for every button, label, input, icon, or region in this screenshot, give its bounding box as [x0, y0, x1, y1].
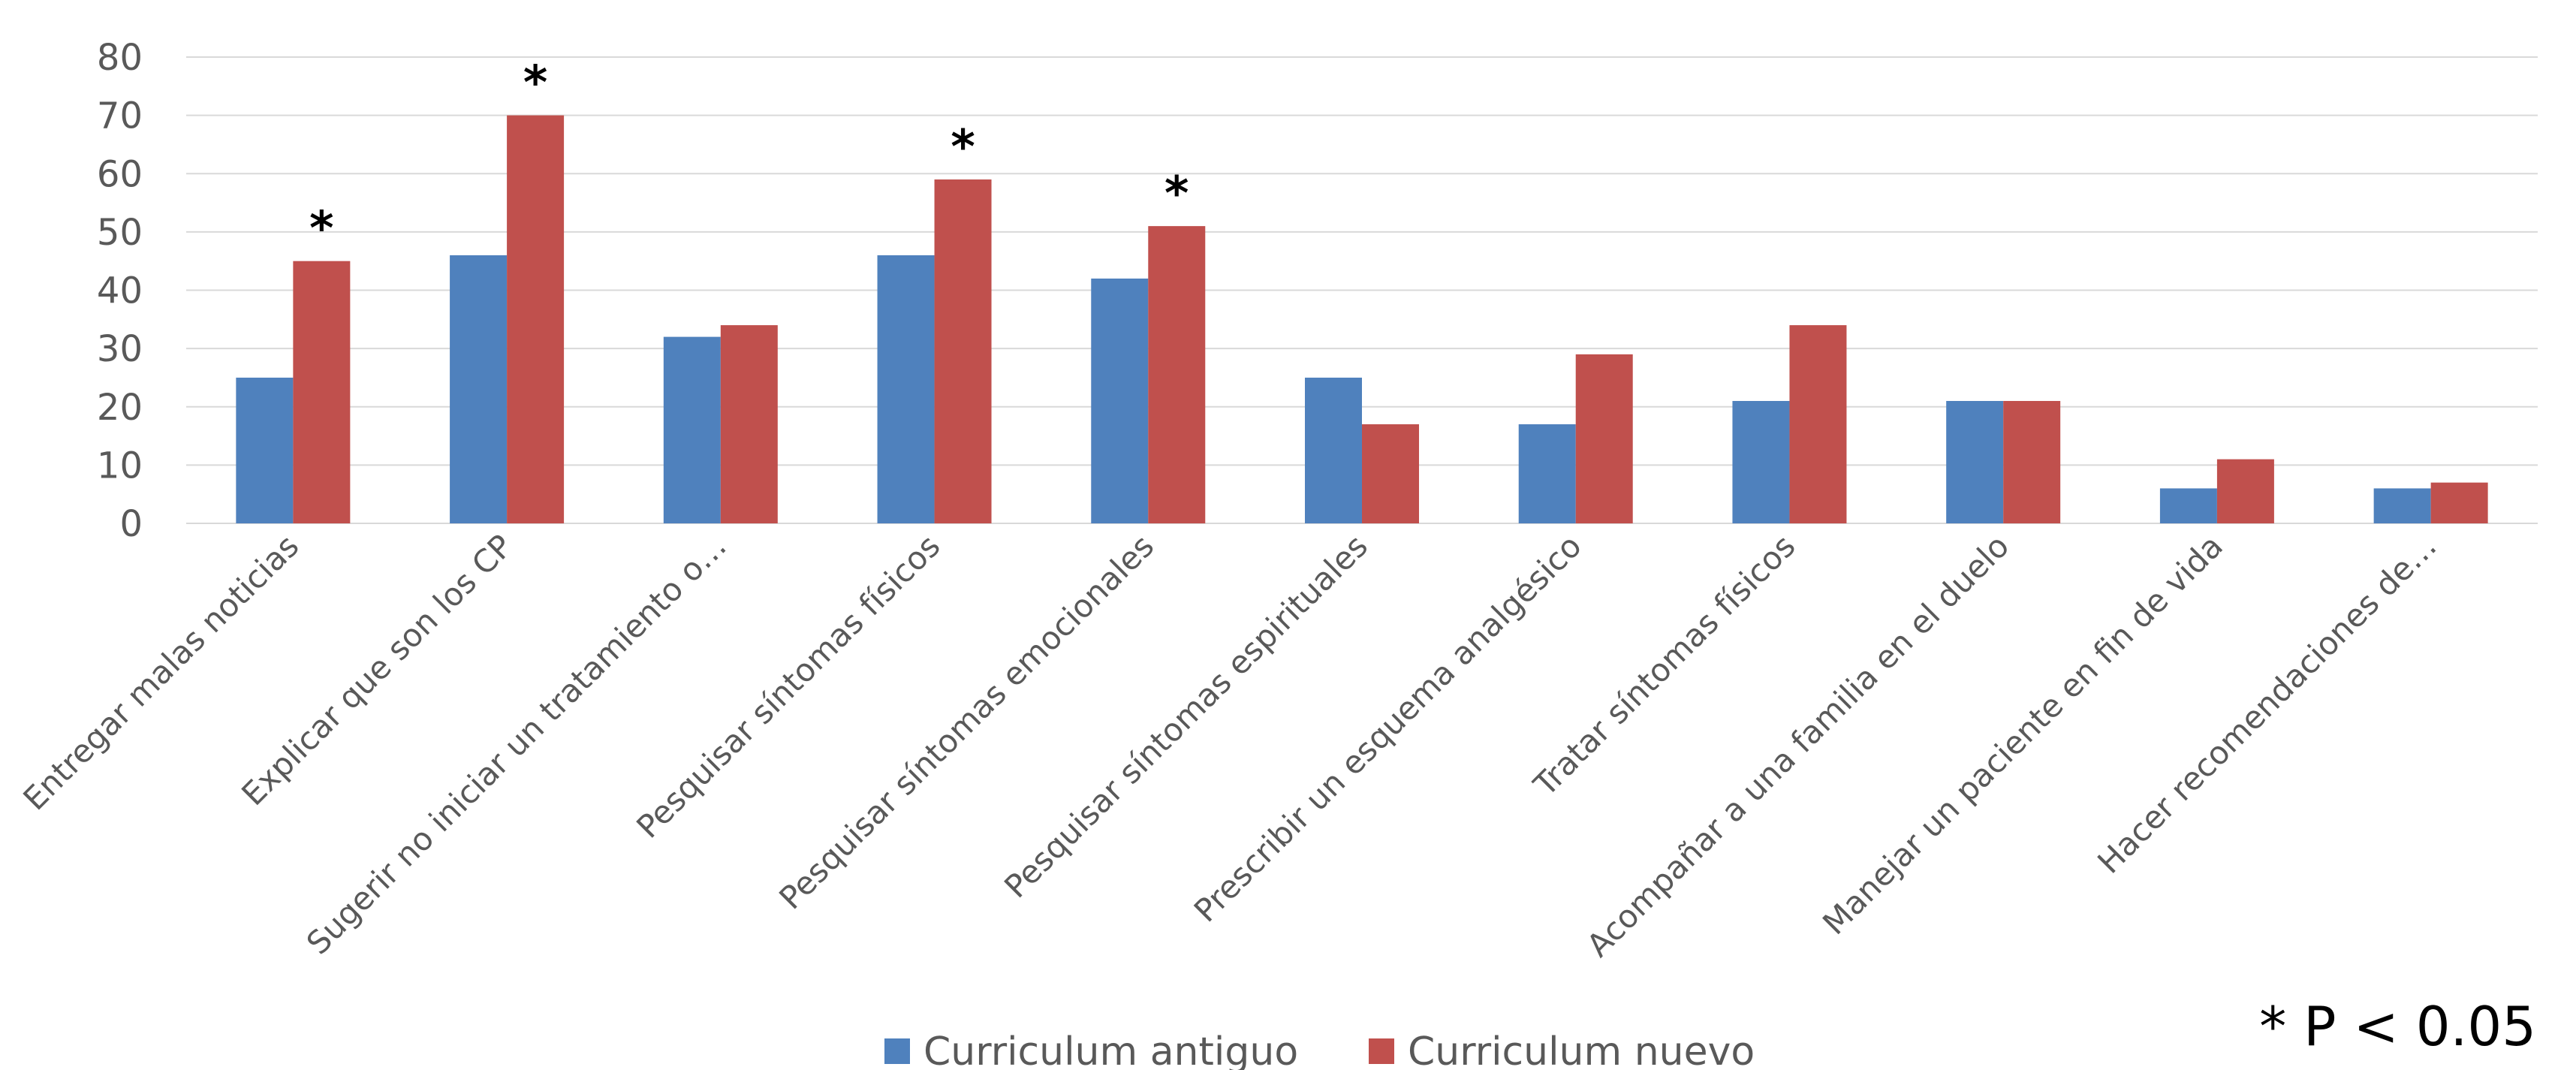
y-tick-label: 10 [97, 445, 143, 487]
bar-series-2 [1575, 354, 1633, 523]
significance-marker: * [951, 119, 975, 174]
category-label: Pesquisar síntomas emocionales [772, 527, 1161, 916]
legend-label: Curriculum antiguo [923, 1029, 1298, 1070]
y-axis-ticks: 0 10 20 30 40 50 60 70 80 [97, 37, 143, 545]
bar-series-2 [2216, 459, 2274, 523]
bar-series-2 [1362, 424, 1419, 523]
bar-series-1 [450, 255, 508, 523]
significance-marker: * [523, 56, 547, 110]
bar-series-1 [1518, 424, 1576, 523]
bars [236, 115, 2488, 523]
bar-series-1 [1946, 400, 2004, 523]
y-tick-label: 20 [97, 387, 143, 429]
bar-series-2 [1789, 325, 1847, 523]
bar-series-2 [720, 325, 778, 523]
category-label: Manejar un paciente en fin de vida [1815, 527, 2230, 942]
bar-series-1 [1091, 278, 1149, 523]
bar-series-2 [2003, 400, 2061, 523]
y-tick-label: 40 [97, 270, 143, 312]
bar-series-2 [507, 115, 565, 523]
significance-note: * P < 0.05 [2259, 995, 2536, 1058]
legend-swatch [884, 1038, 910, 1064]
legend-swatch [1369, 1038, 1394, 1064]
significance-marker: * [309, 201, 333, 256]
category-label: Sugerir no iniciar un tratamiento o… [300, 527, 734, 961]
category-label: Prescribir un esquema analgésico [1187, 527, 1589, 929]
gridlines [186, 56, 2538, 524]
category-label: Pesquisar síntomas espirituales [997, 527, 1375, 905]
bar-series-1 [1305, 377, 1362, 523]
significance-marker: * [1164, 166, 1189, 221]
legend: Curriculum antiguo Curriculum nuevo [884, 1029, 1755, 1070]
bar-series-1 [2373, 488, 2431, 523]
bar-series-2 [1148, 226, 1206, 523]
category-label: Acompañar a una familia en el duelo [1580, 527, 2016, 963]
bar-series-2 [293, 261, 351, 523]
bar-series-1 [236, 377, 294, 523]
bar-series-1 [663, 336, 721, 523]
bar-series-1 [1732, 400, 1790, 523]
bar-series-2 [2430, 482, 2488, 523]
bar-series-1 [2159, 488, 2217, 523]
category-label: Hacer recomendaciones de… [2090, 527, 2443, 880]
y-tick-label: 0 [119, 503, 143, 545]
y-tick-label: 60 [97, 153, 143, 195]
significance-markers: * * * * [309, 56, 1189, 256]
bar-series-2 [934, 179, 992, 523]
y-tick-label: 70 [97, 95, 143, 137]
y-tick-label: 80 [97, 37, 143, 79]
y-tick-label: 30 [97, 328, 143, 370]
legend-label: Curriculum nuevo [1408, 1029, 1755, 1070]
y-tick-label: 50 [97, 212, 143, 254]
bar-series-1 [877, 255, 935, 523]
